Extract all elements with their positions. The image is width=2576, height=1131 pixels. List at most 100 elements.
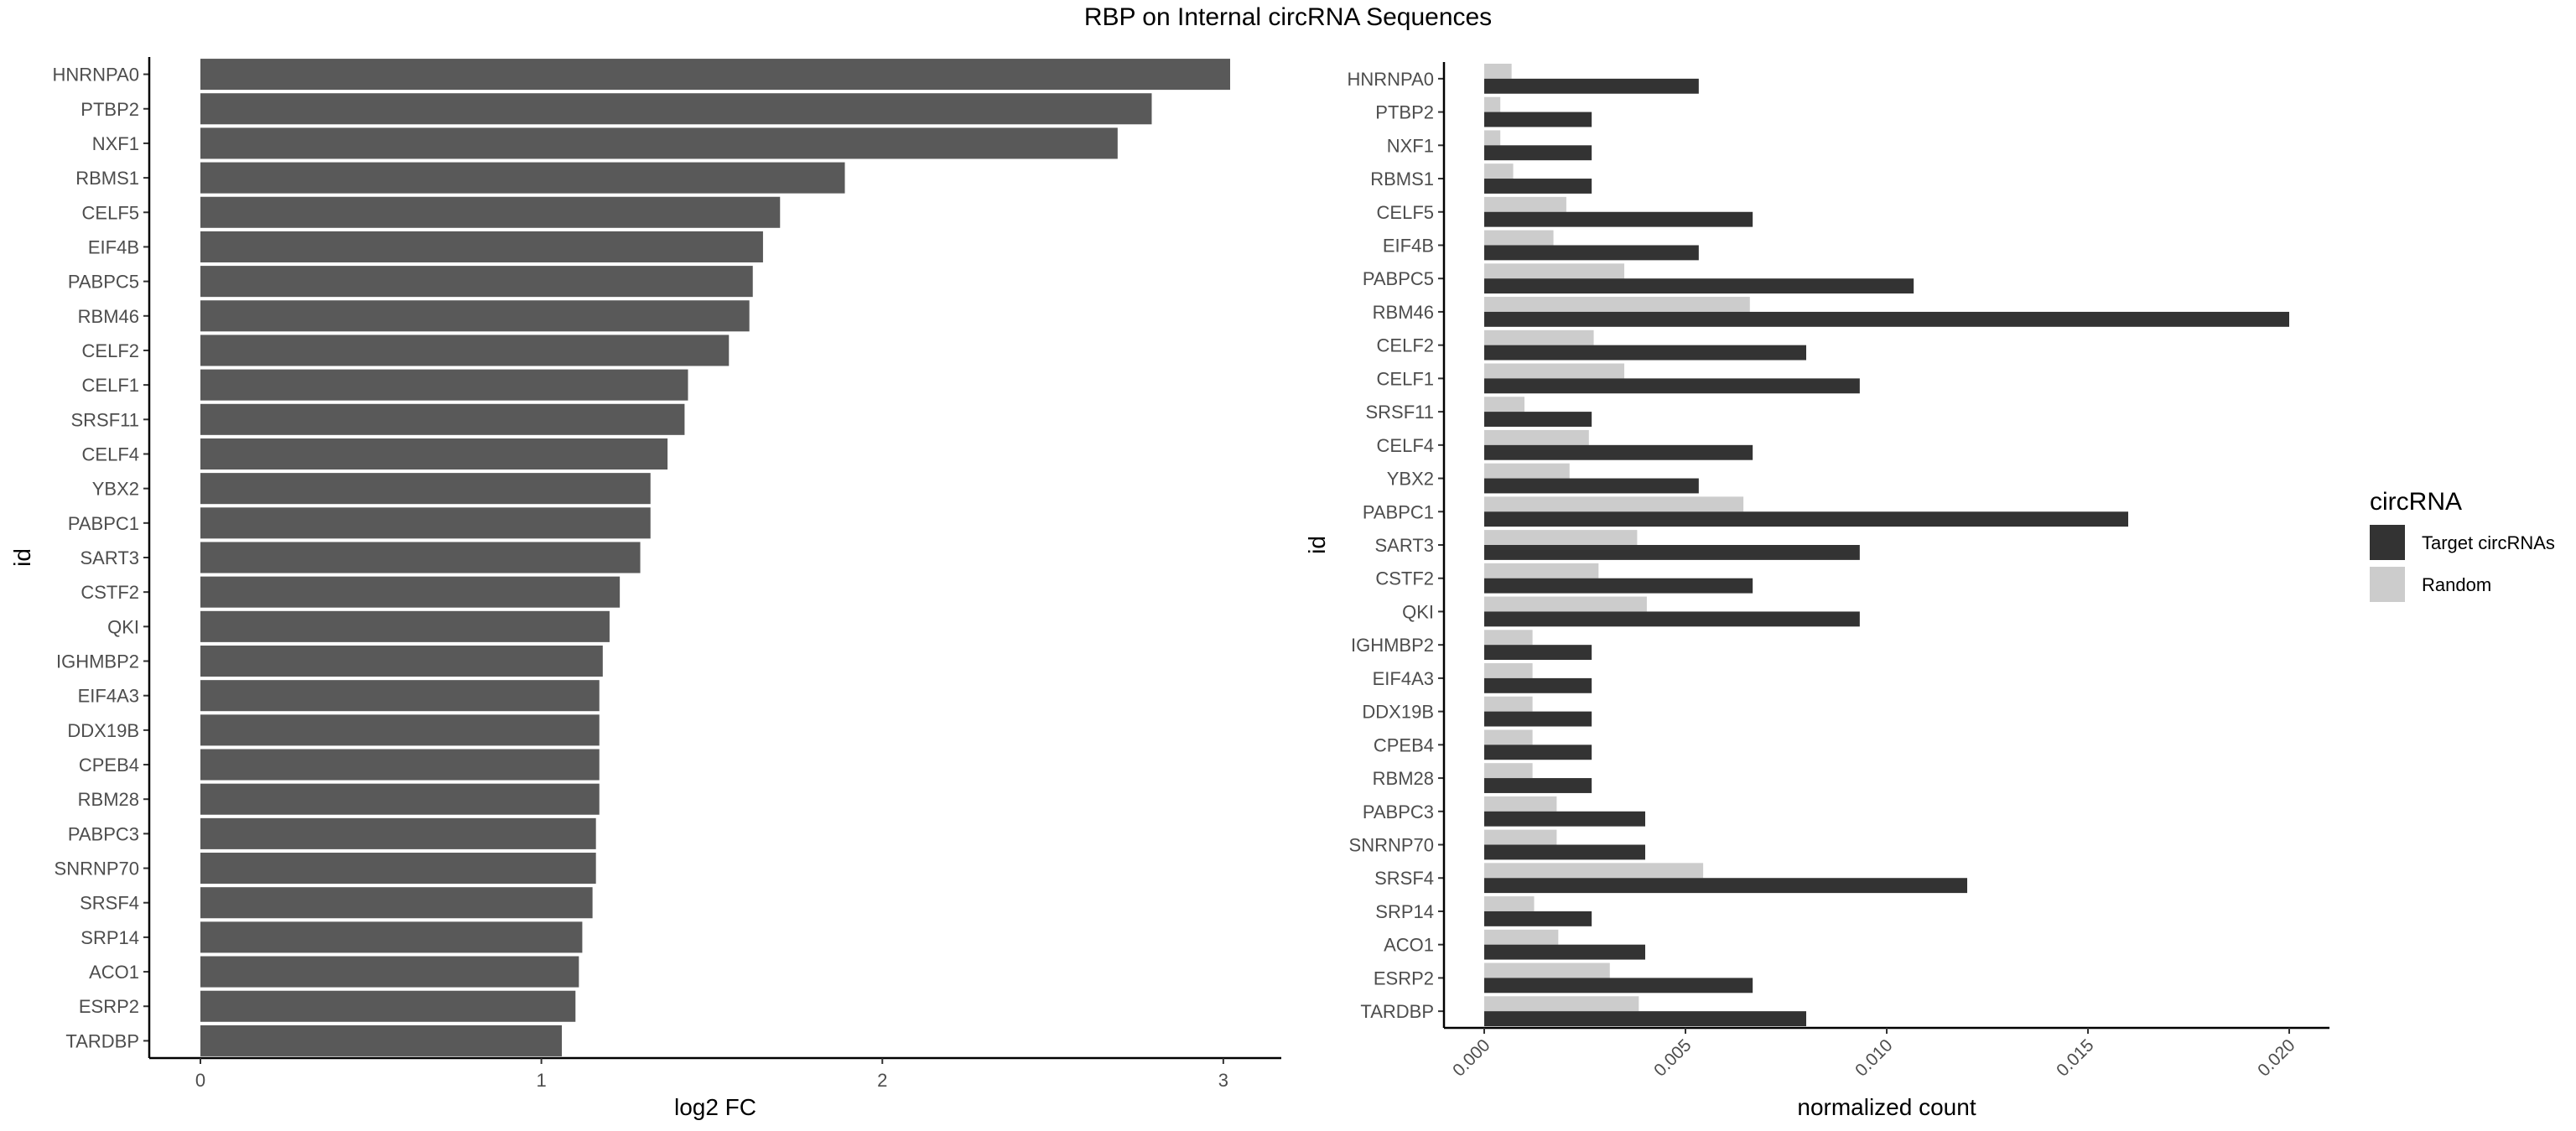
ytick-label-ybx2: YBX2 <box>1387 469 1434 490</box>
bar-target-aco1 <box>1484 944 1645 960</box>
bar-srsf4 <box>200 887 593 919</box>
ytick-label-pabpc5: PABPC5 <box>1363 268 1434 289</box>
bar-rbm28 <box>200 783 600 815</box>
bar-random-ddx19b <box>1484 696 1533 712</box>
bar-random-esrp2 <box>1484 962 1610 978</box>
bar-target-nxf1 <box>1484 145 1592 161</box>
ytick-label-ybx2: YBX2 <box>92 479 139 500</box>
ytick-label-tardbp: TARDBP <box>1360 1001 1434 1022</box>
ytick-label-ptbp2: PTBP2 <box>80 99 139 120</box>
ytick-label-snrnp70: SNRNP70 <box>1349 835 1434 856</box>
bar-random-pabpc3 <box>1484 796 1557 812</box>
ytick-label-celf1: CELF1 <box>82 375 139 396</box>
y-axis-title: id <box>9 548 35 567</box>
bar-celf5 <box>200 196 781 228</box>
bar-aco1 <box>200 956 579 988</box>
bar-random-rbm28 <box>1484 763 1533 779</box>
bar-random-ighmbp2 <box>1484 630 1533 646</box>
ytick-label-rbm46: RBM46 <box>78 306 139 327</box>
xtick-label: 3 <box>1218 1070 1228 1091</box>
ytick-label-ighmbp2: IGHMBP2 <box>56 651 139 672</box>
bar-random-celf4 <box>1484 429 1589 445</box>
bar-pabpc5 <box>200 266 753 298</box>
bar-random-eif4a3 <box>1484 663 1533 678</box>
bar-ddx19b <box>200 714 600 746</box>
ytick-label-srp14: SRP14 <box>80 927 139 948</box>
bar-target-ptbp2 <box>1484 112 1592 127</box>
bar-snrnp70 <box>200 853 596 885</box>
bar-random-nxf1 <box>1484 130 1501 146</box>
bar-ighmbp2 <box>200 645 603 677</box>
bar-random-qki <box>1484 596 1647 612</box>
bar-ybx2 <box>200 473 651 505</box>
bar-random-tardbp <box>1484 996 1639 1012</box>
bar-random-celf1 <box>1484 363 1625 379</box>
ytick-label-eif4a3: EIF4A3 <box>1373 668 1434 689</box>
bar-celf1 <box>200 369 688 401</box>
bar-target-qki <box>1484 611 1860 627</box>
legend-key-target-circrnas <box>2370 525 2405 560</box>
ytick-label-srsf4: SRSF4 <box>1374 868 1434 889</box>
ytick-label-ptbp2: PTBP2 <box>1375 102 1434 123</box>
bar-target-tardbp <box>1484 1011 1806 1027</box>
xtick-label: 2 <box>877 1070 887 1091</box>
bar-target-pabpc1 <box>1484 511 2128 527</box>
ytick-label-pabpc5: PABPC5 <box>68 272 139 293</box>
ytick-label-rbms1: RBMS1 <box>75 168 139 189</box>
bar-rbm46 <box>200 300 750 332</box>
bar-random-pabpc5 <box>1484 263 1625 279</box>
bar-target-srp14 <box>1484 911 1592 926</box>
x-axis-title: log2 FC <box>674 1094 756 1120</box>
ytick-label-celf4: CELF4 <box>82 444 139 464</box>
bar-target-celf2 <box>1484 345 1806 361</box>
ytick-label-eif4b: EIF4B <box>88 236 139 257</box>
legend-title: circRNA <box>2370 488 2462 516</box>
xtick-label: 0.000 <box>1449 1035 1493 1080</box>
ytick-label-rbms1: RBMS1 <box>1370 169 1434 189</box>
ytick-label-esrp2: ESRP2 <box>79 996 139 1017</box>
bar-random-srsf4 <box>1484 863 1704 879</box>
bar-target-snrnp70 <box>1484 844 1645 860</box>
ytick-label-qki: QKI <box>1402 601 1434 622</box>
ytick-label-aco1: ACO1 <box>1384 935 1434 956</box>
bar-random-ptbp2 <box>1484 96 1501 112</box>
bar-random-cpeb4 <box>1484 729 1533 745</box>
ytick-label-cpeb4: CPEB4 <box>79 755 139 776</box>
bar-random-rbms1 <box>1484 163 1514 179</box>
bar-target-srsf4 <box>1484 878 1967 894</box>
bar-target-celf5 <box>1484 211 1753 227</box>
bar-rbms1 <box>200 162 845 194</box>
bar-random-srsf11 <box>1484 397 1524 412</box>
bar-target-eif4b <box>1484 245 1699 261</box>
bar-tardbp <box>200 1025 563 1056</box>
bar-target-pabpc3 <box>1484 811 1645 827</box>
ytick-label-pabpc1: PABPC1 <box>1363 501 1434 522</box>
ytick-label-pabpc3: PABPC3 <box>68 823 139 844</box>
bar-qki <box>200 610 610 642</box>
bar-random-hnrnpa0 <box>1484 63 1512 79</box>
bar-random-aco1 <box>1484 929 1559 945</box>
bar-random-celf5 <box>1484 196 1566 212</box>
ytick-label-snrnp70: SNRNP70 <box>55 859 139 879</box>
ytick-label-sart3: SART3 <box>80 547 139 568</box>
bar-ptbp2 <box>200 93 1152 125</box>
ytick-label-sart3: SART3 <box>1374 535 1434 556</box>
legend-label-random: Random <box>2422 574 2491 595</box>
bar-random-rbm46 <box>1484 297 1750 312</box>
bar-target-hnrnpa0 <box>1484 78 1699 94</box>
bar-random-srp14 <box>1484 896 1535 911</box>
bar-target-cstf2 <box>1484 578 1753 594</box>
xtick-label: 0.020 <box>2254 1035 2298 1080</box>
ytick-label-eif4a3: EIF4A3 <box>78 686 139 707</box>
xtick-label: 0.015 <box>2053 1035 2097 1080</box>
ytick-label-pabpc1: PABPC1 <box>68 513 139 534</box>
ytick-label-cpeb4: CPEB4 <box>1374 734 1434 755</box>
ytick-label-nxf1: NXF1 <box>92 133 139 154</box>
bar-target-celf1 <box>1484 378 1860 394</box>
ytick-label-eif4b: EIF4B <box>1383 235 1434 256</box>
bar-target-eif4a3 <box>1484 677 1592 693</box>
ytick-label-pabpc3: PABPC3 <box>1363 802 1434 822</box>
bar-random-sart3 <box>1484 530 1638 545</box>
bar-cpeb4 <box>200 749 600 781</box>
